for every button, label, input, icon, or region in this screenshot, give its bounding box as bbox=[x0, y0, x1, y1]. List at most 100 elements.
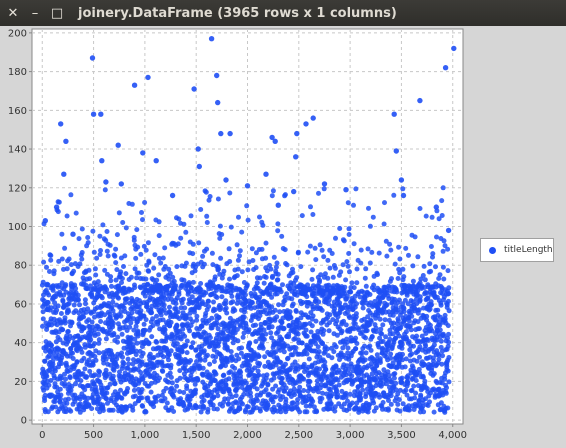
data-point bbox=[58, 392, 64, 398]
data-point bbox=[316, 299, 322, 305]
data-point bbox=[353, 335, 359, 341]
data-point bbox=[245, 217, 251, 223]
data-point bbox=[404, 392, 410, 398]
data-point bbox=[59, 256, 65, 262]
data-point bbox=[247, 362, 252, 368]
data-point bbox=[317, 277, 323, 283]
data-point bbox=[388, 393, 394, 399]
data-point bbox=[346, 251, 352, 256]
data-point bbox=[230, 299, 236, 305]
data-point bbox=[118, 309, 124, 315]
data-point bbox=[279, 233, 285, 239]
data-point bbox=[118, 269, 124, 275]
data-point bbox=[238, 369, 244, 375]
data-point bbox=[125, 356, 131, 362]
data-point bbox=[445, 405, 451, 411]
data-point bbox=[146, 340, 152, 346]
data-point bbox=[134, 275, 140, 281]
data-point bbox=[397, 387, 403, 393]
data-point bbox=[94, 255, 100, 261]
data-point bbox=[54, 322, 60, 328]
data-point bbox=[289, 296, 295, 302]
data-point bbox=[269, 324, 275, 330]
data-point bbox=[260, 222, 266, 228]
data-point bbox=[343, 277, 349, 283]
data-point bbox=[104, 396, 109, 402]
data-point bbox=[262, 320, 268, 325]
close-button[interactable]: ✕ bbox=[2, 0, 24, 26]
data-point bbox=[415, 288, 421, 294]
data-point bbox=[391, 192, 397, 198]
data-point bbox=[283, 361, 288, 367]
data-point bbox=[68, 408, 74, 414]
data-point bbox=[146, 260, 152, 265]
data-point bbox=[130, 345, 136, 351]
data-point bbox=[148, 380, 154, 386]
data-point bbox=[190, 340, 196, 346]
maximize-icon: □ bbox=[50, 5, 64, 21]
data-point bbox=[340, 345, 346, 351]
data-point bbox=[113, 260, 119, 266]
data-point bbox=[164, 334, 170, 340]
y-tick-label: 120 bbox=[8, 183, 27, 194]
data-point bbox=[111, 331, 117, 336]
data-point bbox=[406, 407, 412, 413]
data-point bbox=[369, 249, 375, 255]
data-point bbox=[319, 247, 325, 253]
data-point bbox=[429, 328, 435, 334]
data-point bbox=[446, 355, 452, 360]
data-point bbox=[269, 294, 275, 300]
data-point bbox=[45, 300, 51, 305]
data-point bbox=[370, 214, 376, 220]
data-point bbox=[433, 204, 439, 210]
data-point bbox=[407, 323, 413, 329]
data-point bbox=[89, 55, 96, 61]
data-point bbox=[77, 261, 83, 267]
data-point bbox=[167, 304, 172, 310]
data-point bbox=[388, 355, 394, 361]
data-point bbox=[244, 203, 250, 209]
data-point bbox=[256, 372, 262, 378]
data-point bbox=[263, 171, 269, 177]
data-point bbox=[354, 301, 360, 307]
data-point bbox=[371, 282, 377, 288]
data-point bbox=[217, 223, 223, 229]
data-point bbox=[77, 396, 83, 402]
data-point bbox=[218, 305, 224, 311]
data-point bbox=[427, 306, 433, 312]
data-point bbox=[88, 283, 93, 289]
legend-marker bbox=[489, 246, 496, 254]
data-point bbox=[90, 362, 96, 368]
data-point bbox=[75, 292, 81, 298]
data-point bbox=[220, 331, 226, 337]
data-point bbox=[417, 370, 423, 376]
data-point bbox=[291, 188, 297, 195]
data-point bbox=[235, 266, 241, 272]
data-point bbox=[132, 401, 138, 407]
maximize-button[interactable]: □ bbox=[46, 0, 68, 26]
data-point bbox=[451, 45, 457, 52]
data-point bbox=[236, 356, 242, 362]
x-axis-ticks: 0 500 1,000 1,500 2,000 2,500 3,000 3,500 4,000 bbox=[39, 424, 467, 441]
data-point bbox=[191, 86, 197, 92]
data-point bbox=[178, 336, 184, 342]
data-point bbox=[189, 344, 195, 350]
data-point bbox=[363, 283, 369, 289]
minimize-button[interactable]: – bbox=[24, 0, 46, 26]
data-point bbox=[182, 333, 188, 339]
data-point bbox=[187, 328, 193, 334]
data-point bbox=[64, 400, 70, 406]
data-point bbox=[274, 291, 280, 297]
data-point bbox=[438, 400, 444, 406]
data-point bbox=[257, 275, 263, 281]
data-point bbox=[397, 256, 403, 262]
data-point bbox=[166, 379, 172, 385]
data-point bbox=[363, 391, 369, 397]
data-point bbox=[446, 291, 452, 297]
data-point bbox=[310, 313, 316, 319]
data-point bbox=[133, 348, 139, 354]
data-point bbox=[79, 256, 85, 262]
data-point bbox=[110, 407, 116, 413]
data-point bbox=[174, 383, 180, 389]
data-point bbox=[145, 240, 151, 246]
